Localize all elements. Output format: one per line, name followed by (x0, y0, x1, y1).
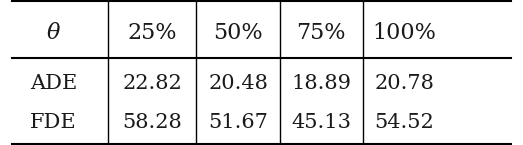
Text: 18.89: 18.89 (291, 74, 351, 93)
Text: 22.82: 22.82 (122, 74, 182, 93)
Text: 100%: 100% (372, 22, 437, 44)
Text: 25%: 25% (128, 22, 177, 44)
Text: 58.28: 58.28 (122, 113, 182, 132)
Text: FDE: FDE (30, 113, 77, 132)
Text: ADE: ADE (30, 74, 77, 93)
Text: 45.13: 45.13 (291, 113, 351, 132)
Text: θ: θ (47, 22, 60, 44)
Text: 20.48: 20.48 (208, 74, 268, 93)
Text: 75%: 75% (297, 22, 346, 44)
Text: 20.78: 20.78 (374, 74, 435, 93)
Text: 54.52: 54.52 (374, 113, 435, 132)
Text: 50%: 50% (213, 22, 263, 44)
Text: 51.67: 51.67 (208, 113, 268, 132)
